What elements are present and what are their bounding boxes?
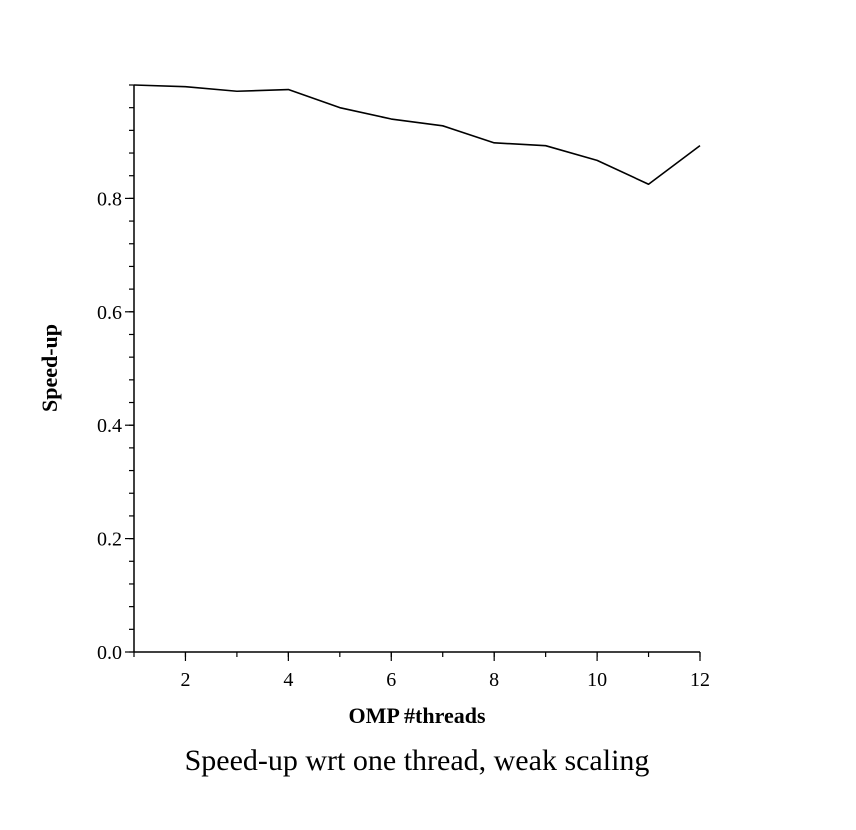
y-tick-label: 0.4 bbox=[97, 415, 122, 437]
x-tick-label: 12 bbox=[690, 669, 710, 691]
x-tick-label: 6 bbox=[386, 669, 396, 691]
x-axis-title: OMP #threads bbox=[348, 703, 486, 728]
chart-caption: Speed-up wrt one thread, weak scaling bbox=[185, 744, 650, 777]
y-tick-label: 0.8 bbox=[97, 188, 122, 210]
y-axis-title: Speed-up bbox=[37, 324, 62, 412]
x-tick-label: 4 bbox=[283, 669, 293, 691]
series bbox=[133, 84, 701, 186]
axes bbox=[133, 85, 700, 653]
y-tick-label: 0.2 bbox=[97, 529, 122, 551]
y-tick-label: 0.6 bbox=[97, 302, 122, 324]
x-tick-label: 2 bbox=[180, 669, 190, 691]
speedup-series-line bbox=[133, 84, 701, 186]
y-tick-label: 0.0 bbox=[97, 642, 122, 664]
ticks bbox=[125, 84, 701, 661]
tick-labels: 2 4 6 8 10 12 0.0 0.2 0.4 0.6 0.8 bbox=[97, 188, 710, 691]
x-tick-label: 8 bbox=[489, 669, 499, 691]
x-tick-label: 10 bbox=[587, 669, 607, 691]
